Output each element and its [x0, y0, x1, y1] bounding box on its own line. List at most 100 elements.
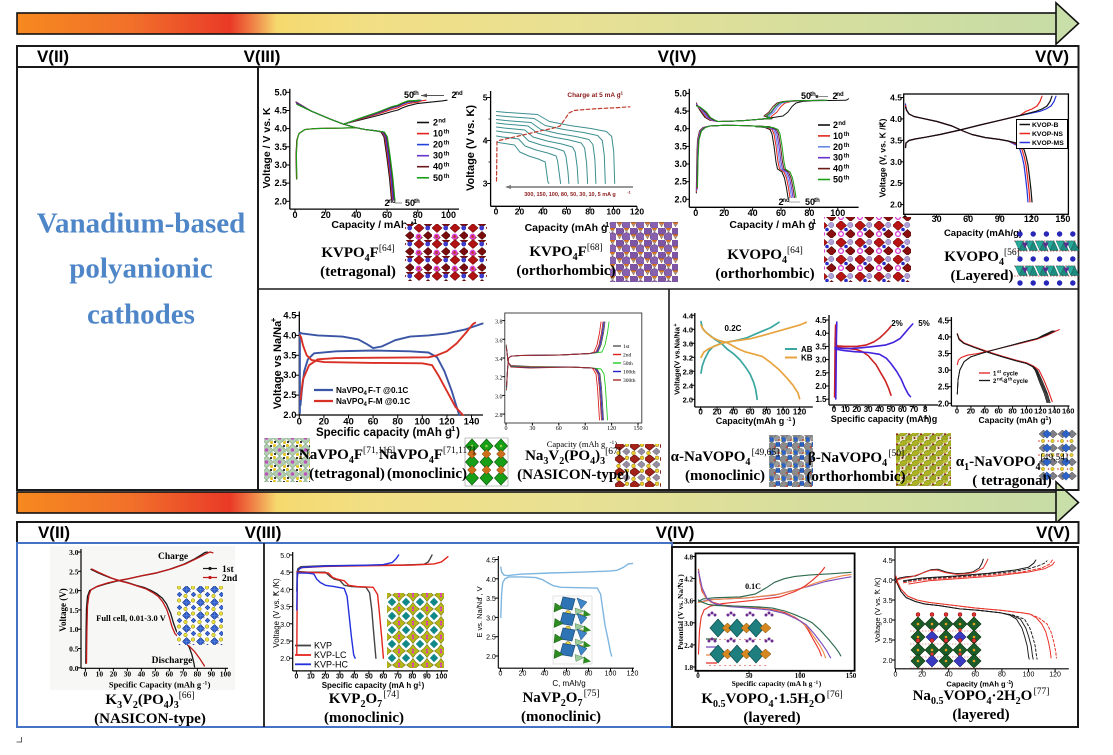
svg-text:120: 120	[1049, 672, 1061, 679]
svg-text:20: 20	[319, 417, 330, 428]
svg-text:0: 0	[297, 417, 302, 428]
svg-text:20: 20	[515, 207, 525, 217]
svg-text:100: 100	[776, 408, 790, 417]
svg-text:3.5: 3.5	[283, 350, 297, 361]
svg-text:-1: -1	[603, 222, 609, 229]
svg-text:80: 80	[413, 210, 423, 220]
svg-text:4.0: 4.0	[815, 329, 827, 338]
svg-text:90: 90	[423, 674, 431, 681]
svg-text:100: 100	[1023, 672, 1035, 679]
svg-text:2.5: 2.5	[883, 638, 893, 645]
svg-text:2%: 2%	[891, 319, 903, 328]
svg-text:30: 30	[833, 153, 843, 163]
svg-text:3.5: 3.5	[274, 142, 287, 152]
svg-text:1: 1	[993, 372, 997, 378]
svg-text:3.5: 3.5	[486, 596, 496, 603]
svg-text:60: 60	[746, 408, 755, 417]
svg-text:0: 0	[698, 408, 703, 417]
svg-text:50: 50	[833, 175, 843, 185]
svg-text:th: th	[414, 199, 420, 205]
svg-text:60: 60	[898, 405, 907, 414]
svg-text:90: 90	[582, 426, 588, 432]
svg-text:cycle: cycle	[1003, 372, 1019, 378]
svg-text:2.0: 2.0	[815, 382, 827, 391]
svg-text:4.5: 4.5	[486, 558, 496, 565]
svg-text:70: 70	[909, 405, 918, 414]
svg-text:Specific Capacity (mAh g: Specific Capacity (mAh g	[109, 680, 202, 690]
svg-text:50: 50	[801, 91, 811, 101]
svg-text:th: th	[844, 154, 850, 160]
svg-text:Voltage (V vs. K /K): Voltage (V vs. K /K)	[272, 578, 281, 648]
svg-text:60: 60	[563, 671, 571, 678]
svg-text:2.5: 2.5	[815, 369, 827, 378]
svg-text:4.5: 4.5	[283, 311, 297, 322]
svg-text:Voltage (V vs. K /K): Voltage (V vs. K /K)	[873, 577, 882, 643]
svg-text:0: 0	[693, 208, 698, 218]
svg-text:150: 150	[1055, 214, 1070, 224]
svg-text:30: 30	[336, 674, 344, 681]
svg-text:cycle: cycle	[1013, 379, 1029, 385]
svg-text:40: 40	[538, 207, 548, 217]
svg-text:): )	[819, 679, 822, 688]
svg-text:Voltage(V vs.Na/Na: Voltage(V vs.Na/Na	[673, 326, 682, 395]
svg-text:2.4: 2.4	[683, 381, 694, 390]
svg-text:Capacity / mAh g: Capacity / mAh g	[729, 219, 814, 231]
svg-text:4.0: 4.0	[274, 124, 287, 134]
svg-text:60: 60	[776, 208, 786, 218]
svg-text:300th: 300th	[623, 378, 636, 384]
svg-text:50th: 50th	[623, 361, 633, 367]
svg-text:4.8: 4.8	[684, 554, 693, 562]
svg-text:100: 100	[220, 670, 232, 679]
svg-text:2.0: 2.0	[938, 399, 950, 408]
svg-text:-1: -1	[610, 440, 615, 446]
svg-text:): )	[208, 680, 211, 690]
svg-text:0: 0	[499, 671, 503, 678]
svg-text:3.0: 3.0	[69, 548, 79, 557]
svg-text:4.0: 4.0	[683, 325, 693, 334]
svg-text:NaVPO: NaVPO	[336, 397, 364, 406]
svg-text:4.0: 4.0	[486, 577, 496, 584]
svg-text:100: 100	[414, 417, 430, 428]
svg-text:2: 2	[833, 120, 838, 130]
svg-text:80: 80	[409, 674, 417, 681]
svg-text:60: 60	[380, 674, 388, 681]
svg-text:20: 20	[321, 210, 331, 220]
svg-text:-1: -1	[810, 219, 816, 226]
svg-text:2nd: 2nd	[222, 574, 238, 584]
svg-text:10: 10	[833, 131, 843, 141]
svg-text:KVOP-MS: KVOP-MS	[1032, 140, 1064, 147]
svg-text:4.5: 4.5	[815, 316, 827, 325]
svg-text:-1: -1	[627, 190, 631, 195]
svg-text:-1: -1	[449, 424, 456, 433]
svg-text:90: 90	[995, 214, 1005, 224]
svg-text:40: 40	[351, 210, 361, 220]
svg-text:30: 30	[864, 405, 873, 414]
svg-text:Voltage (V vs. K): Voltage (V vs. K)	[465, 105, 477, 191]
svg-text:3.0: 3.0	[684, 620, 693, 628]
svg-text:+: +	[269, 317, 278, 322]
svg-text:70: 70	[394, 674, 402, 681]
svg-text:Capacity (mAh g: Capacity (mAh g	[946, 680, 1006, 689]
svg-text:th: th	[844, 176, 850, 182]
svg-text:160: 160	[1062, 407, 1075, 416]
svg-text:120: 120	[1024, 214, 1039, 224]
svg-text:th: th	[444, 163, 450, 169]
svg-text:4.5: 4.5	[274, 105, 287, 115]
svg-text:0: 0	[494, 207, 499, 217]
svg-text:4.0: 4.0	[283, 330, 296, 341]
svg-text:th: th	[844, 143, 850, 149]
svg-text:Specific capacity (mAh g: Specific capacity (mAh g	[316, 427, 452, 439]
svg-text:3.0: 3.0	[283, 370, 296, 381]
svg-text:120: 120	[439, 417, 455, 428]
svg-text:60: 60	[995, 407, 1003, 416]
svg-text:50: 50	[433, 173, 443, 183]
svg-text:3.0: 3.0	[938, 366, 950, 375]
svg-text:NaVPO: NaVPO	[336, 386, 364, 395]
svg-text:30: 30	[433, 151, 443, 161]
svg-text:80: 80	[392, 417, 403, 428]
svg-text:Capacity (mAh g: Capacity (mAh g	[547, 439, 606, 449]
svg-text:2.5: 2.5	[890, 178, 902, 188]
svg-text:1st: 1st	[623, 344, 630, 350]
svg-text:2.8: 2.8	[683, 367, 693, 376]
svg-text:Capacity(mAh g: Capacity(mAh g	[716, 416, 785, 426]
